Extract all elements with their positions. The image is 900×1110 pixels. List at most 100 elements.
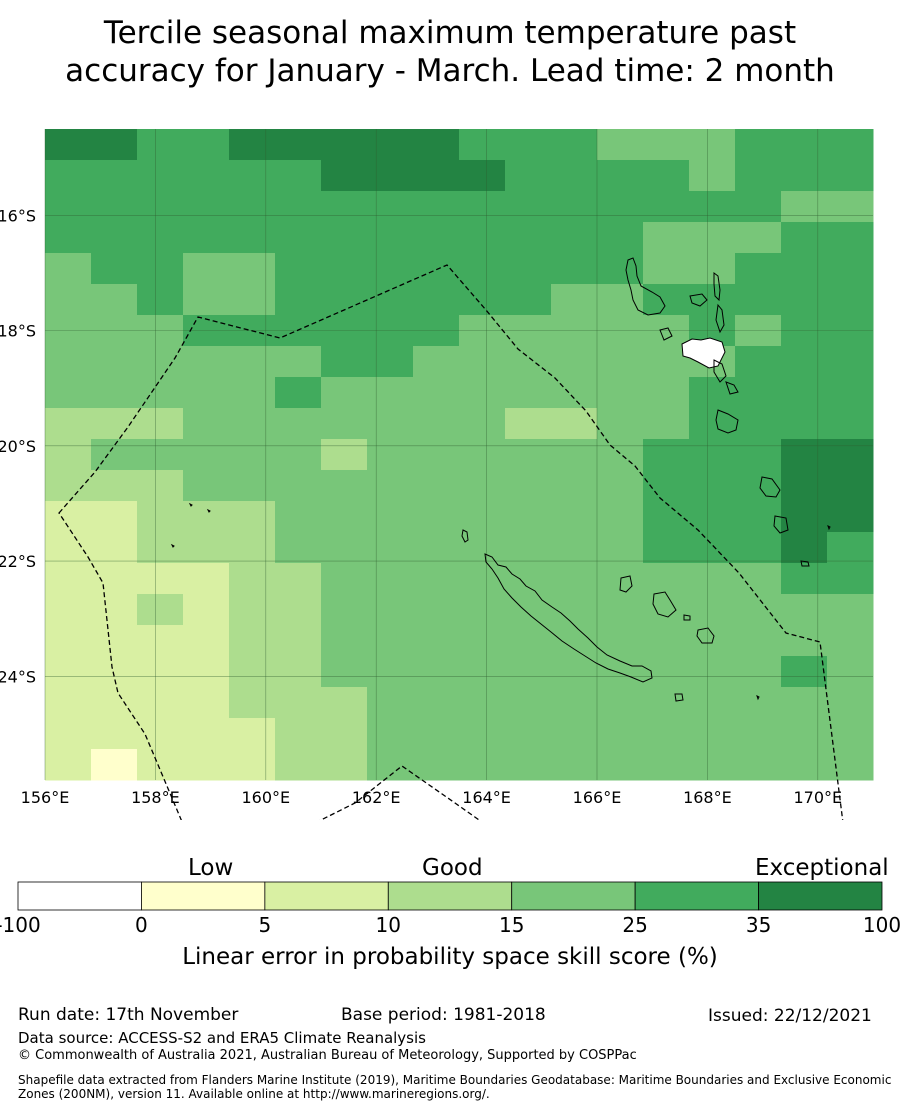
skill-cell: [413, 532, 460, 564]
lat-label: 22°S: [0, 552, 36, 571]
skill-cell: [183, 656, 230, 688]
skill-cell: [229, 346, 276, 378]
lat-label: 16°S: [0, 206, 36, 225]
skill-cell: [781, 129, 828, 161]
skill-cell: [183, 439, 230, 471]
skill-cell: [45, 253, 92, 285]
lon-label: 166°E: [573, 788, 622, 807]
skill-cell: [367, 284, 414, 316]
skill-cell: [551, 191, 598, 223]
skill-cell: [321, 191, 368, 223]
skill-cell: [735, 191, 782, 223]
skill-cell: [321, 253, 368, 285]
lat-label: 24°S: [0, 667, 36, 686]
skill-cell: [643, 346, 690, 378]
skill-cell: [597, 749, 644, 781]
skill-cell: [643, 532, 690, 564]
skill-cell: [735, 594, 782, 626]
skill-cell: [689, 408, 736, 440]
colorbar-tick-label: 15: [499, 913, 524, 937]
skill-cell: [735, 625, 782, 657]
skill-cell: [459, 501, 506, 533]
skill-cell: [505, 563, 552, 595]
skill-cell: [459, 656, 506, 688]
skill-cell: [229, 532, 276, 564]
skill-cell: [91, 191, 138, 223]
skill-cell: [505, 470, 552, 502]
skill-cell: [505, 532, 552, 564]
base-period: Base period: 1981-2018: [341, 1005, 546, 1025]
skill-cell: [321, 470, 368, 502]
skill-cell: [413, 563, 460, 595]
skill-cell: [137, 563, 184, 595]
skill-cell: [689, 687, 736, 719]
skill-cell: [735, 470, 782, 502]
skill-cell: [137, 656, 184, 688]
lon-label: 158°E: [131, 788, 180, 807]
colorbar-box: [387, 881, 513, 911]
skill-cell: [781, 253, 828, 285]
skill-cell: [597, 625, 644, 657]
island-belep: [461, 529, 469, 543]
skill-cell: [413, 160, 460, 192]
skill-cell: [45, 439, 92, 471]
skill-cell: [505, 253, 552, 285]
skill-cell: [643, 625, 690, 657]
skill-score-map: 156°E 158°E 160°E 162°E 164°E 166°E 168°E 170°E…: [0, 129, 874, 820]
skill-cell: [413, 191, 460, 223]
island-erromango: [759, 476, 781, 498]
skill-cell: [827, 687, 874, 719]
skill-cell: [735, 749, 782, 781]
skill-cell: [781, 656, 828, 688]
skill-cell: [321, 408, 368, 440]
skill-cell: [597, 222, 644, 254]
skill-cell: [367, 718, 414, 750]
skill-cell: [413, 222, 460, 254]
skill-cell: [505, 656, 552, 688]
skill-cell: [367, 160, 414, 192]
colorbar-tick-label: 0: [135, 913, 148, 937]
skill-cell: [459, 129, 506, 161]
skill-cell: [781, 470, 828, 502]
skill-cell: [321, 439, 368, 471]
skill-cell: [827, 129, 874, 161]
skill-cell: [827, 439, 874, 471]
skill-cell: [183, 408, 230, 440]
skill-cell: [689, 718, 736, 750]
skill-cell: [275, 563, 322, 595]
skill-cell: [137, 160, 184, 192]
skill-cell: [459, 749, 506, 781]
skill-cell: [91, 656, 138, 688]
colorbar-tick-label: 5: [258, 913, 271, 937]
skill-cell: [367, 129, 414, 161]
skill-cell: [367, 501, 414, 533]
skill-cell: [781, 377, 828, 409]
skill-cell: [735, 718, 782, 750]
issued-date: Issued: 22/12/2021: [708, 1006, 872, 1026]
skill-cell: [183, 160, 230, 192]
skill-cell: [459, 160, 506, 192]
run-date: Run date: 17th November: [18, 1005, 239, 1025]
skill-cell: [137, 408, 184, 440]
skill-cell: [689, 594, 736, 626]
skill-cell: [597, 532, 644, 564]
island-chesterfield-3: [170, 543, 175, 548]
colorbar-box: [634, 881, 759, 911]
skill-cell: [137, 129, 184, 161]
skill-cell: [275, 687, 322, 719]
skill-cell: [597, 346, 644, 378]
skill-cell: [735, 129, 782, 161]
skill-cell: [183, 346, 230, 378]
skill-cell: [275, 160, 322, 192]
skill-cell: [229, 594, 276, 626]
skill-cell: [505, 408, 552, 440]
skill-cell: [275, 191, 322, 223]
skill-cell: [45, 501, 92, 533]
skill-cell: [459, 625, 506, 657]
skill-cell: [459, 718, 506, 750]
skill-cell: [275, 594, 322, 626]
skill-cell: [551, 346, 598, 378]
skill-cell: [137, 625, 184, 657]
skill-cell: [643, 563, 690, 595]
skill-cell: [735, 253, 782, 285]
